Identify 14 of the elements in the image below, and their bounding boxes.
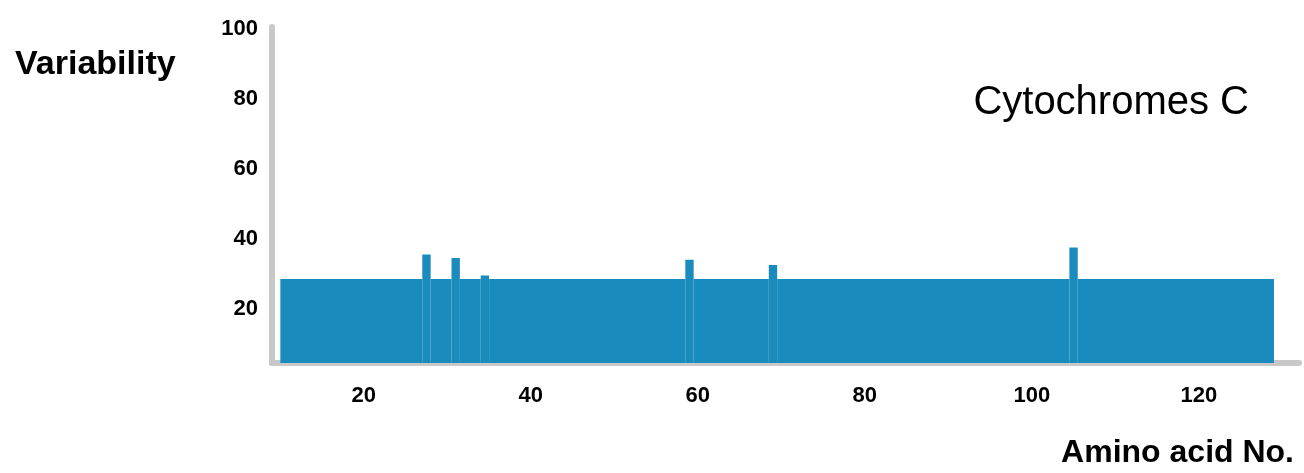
y-tick-label: 80 [233, 84, 258, 110]
y-tick-label: 20 [233, 294, 258, 320]
y-tick-label: 100 [221, 14, 258, 40]
x-tick-label: 100 [1013, 381, 1051, 407]
text: Cytochromes C [973, 78, 1249, 122]
x-tick-label: 60 [685, 381, 711, 407]
x-axis-title: Amino acid No. [1061, 433, 1294, 469]
x-tick-label: 20 [351, 381, 377, 407]
x-tick-label: 80 [852, 381, 878, 407]
y-tick-label: 60 [233, 154, 258, 180]
x-tick-label: 40 [518, 381, 544, 407]
y-tick-label: 40 [233, 224, 258, 250]
x-tick-label: 120 [1180, 381, 1218, 407]
y-axis-title: Variability [15, 43, 176, 81]
